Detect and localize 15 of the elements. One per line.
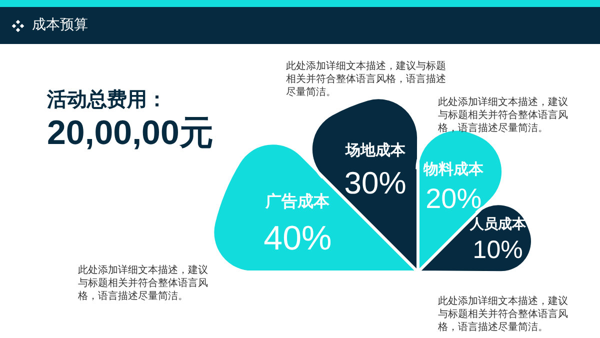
text: 此处添加详细文本描述，建议与标题相关并符合整体语言风格，语言描述尽量简洁。 [438,96,569,135]
data-label: 30% [344,165,406,200]
data-label: 20% [426,182,482,214]
text: 活动总费用： [47,86,167,113]
data-label: 10% [472,236,523,264]
category-label: 物料成本 [422,160,485,178]
text: 20,00,00元 [47,113,214,153]
category-label: 广告成本 [264,191,331,210]
text: 此处添加详细文本描述，建议与标题相关并符合整体语言风格，语言描述尽量简洁。 [286,61,446,98]
category-label: 人员成本 [468,216,527,233]
text: 成本预算 [32,16,88,34]
text: 此处添加详细文本描述，建议与标题相关并符合整体语言风格，语言描述尽量简洁。 [438,295,569,334]
category-label: 场地成本 [344,140,406,159]
data-label: 40% [264,220,332,258]
text: 此处添加详细文本描述，建议与标题相关并符合整体语言风格，语言描述尽量简洁。 [78,264,208,303]
